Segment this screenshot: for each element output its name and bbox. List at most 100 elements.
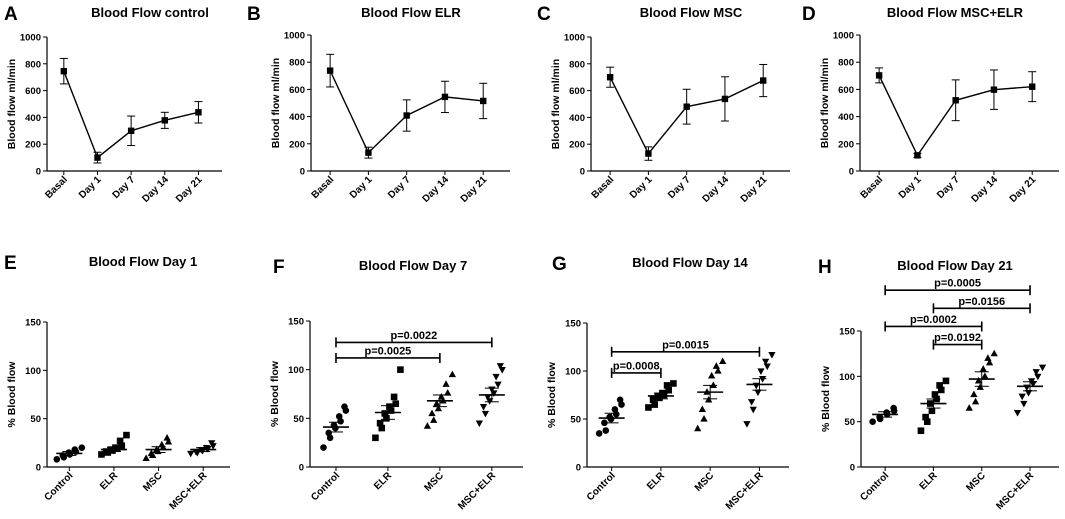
chart-title: Blood Flow MSC (640, 5, 743, 20)
y-tick-label: 150 (25, 318, 41, 329)
x-tick-label: Control (309, 470, 342, 503)
data-point (875, 72, 883, 79)
data-point (326, 67, 334, 74)
y-tick-label: 600 (838, 85, 854, 96)
x-tick-label: Day 1 (348, 174, 375, 201)
y-tick-label: 800 (838, 58, 854, 69)
data-point (747, 399, 756, 406)
panel-a: A Blood Flow control 0 200 400 600 800 1000 Bloo… (4, 4, 222, 205)
data-point (428, 409, 436, 417)
data-point (118, 442, 126, 450)
x-tick-label: Day 21 (739, 174, 770, 205)
data-point (423, 422, 432, 429)
y-tick-label: 200 (25, 140, 41, 151)
y-tick-label: 400 (25, 113, 41, 124)
data-point (971, 397, 980, 405)
x-tick-label: Day 14 (140, 174, 171, 205)
data-point (914, 152, 921, 159)
panel-label: F (273, 257, 285, 278)
data-point (611, 406, 619, 413)
data-point (749, 406, 757, 414)
chart-title: Blood Flow Day 7 (359, 258, 467, 273)
x-tick-label: Day 7 (386, 174, 413, 201)
x-tick-label: Day 1 (897, 174, 924, 201)
x-tick-label: ELR (98, 470, 120, 492)
data-point (434, 404, 443, 412)
x-tick-label: ELR (645, 470, 667, 492)
data-point (595, 430, 603, 437)
data-point (481, 410, 490, 418)
x-tick-label: MSC+ELR (456, 470, 498, 512)
data-point (761, 358, 770, 366)
panel-label: E (4, 253, 17, 274)
panel-e: E Blood Flow Day 1 0 50 100 150 % Blood flow Co… (4, 253, 230, 512)
y-tick-label: 50 (293, 414, 304, 425)
data-point (164, 437, 173, 445)
data-point (712, 362, 720, 369)
y-tick-label: 600 (289, 85, 305, 96)
y-tick-label: 800 (569, 59, 585, 70)
p-value-label: p=0.0022 (391, 330, 438, 342)
data-point (663, 382, 671, 389)
y-tick-label: 150 (839, 327, 855, 338)
x-tick-label: Day 21 (459, 174, 490, 205)
data-point (65, 449, 73, 456)
data-point (1020, 400, 1028, 408)
data-point (936, 382, 943, 389)
y-tick-label: 0 (576, 463, 581, 474)
data-point (403, 112, 410, 119)
data-point (378, 424, 386, 432)
data-point (606, 74, 614, 81)
x-tick-label: MSC (141, 470, 165, 494)
data-point (985, 358, 994, 366)
data-point (665, 386, 673, 394)
data-point (441, 93, 449, 101)
data-point (78, 444, 86, 451)
p-value-label: p=0.0015 (662, 339, 709, 351)
data-point (397, 366, 404, 373)
x-tick-label: MSC (964, 470, 988, 494)
data-point (768, 352, 776, 359)
y-tick-label: 0 (849, 167, 854, 178)
x-tick-label: Day 14 (700, 174, 731, 205)
chart-title: Blood Flow Day 14 (632, 255, 748, 270)
x-tick-label: Day 7 (935, 174, 962, 201)
data-point (387, 407, 395, 414)
data-point (390, 393, 398, 401)
y-tick-label: 200 (289, 139, 305, 150)
y-tick-label: 100 (839, 372, 855, 383)
y-axis-label: Blood flow ml/min (550, 59, 562, 149)
data-point (437, 392, 446, 400)
y-tick-label: 800 (289, 58, 305, 69)
panel-g: G Blood Flow Day 14 0 50 100 150 % Blood flow C… (546, 254, 789, 512)
x-tick-label: Day 1 (628, 174, 655, 201)
data-point (192, 448, 200, 456)
x-tick-label: Day 14 (969, 174, 1000, 205)
y-tick-label: 100 (565, 367, 581, 378)
data-point (708, 371, 716, 379)
data-point (123, 431, 130, 439)
y-tick-label: 600 (25, 86, 41, 97)
p-value-label: p=0.0005 (934, 278, 981, 290)
data-point (743, 421, 751, 428)
data-point (442, 380, 450, 387)
data-point (990, 349, 998, 357)
x-tick-label: Day 7 (666, 174, 693, 201)
data-point (974, 376, 983, 384)
panel-label: G (552, 254, 567, 275)
data-point (479, 404, 488, 411)
y-tick-label: 0 (299, 463, 304, 474)
data-point (341, 403, 348, 410)
panel-label: B (247, 4, 261, 25)
data-point (719, 357, 727, 365)
y-tick-label: 0 (300, 167, 305, 178)
data-point (381, 410, 389, 417)
y-tick-label: 100 (288, 365, 304, 376)
y-axis-label: % Blood flow (546, 361, 558, 428)
data-point (480, 97, 487, 105)
data-point (325, 429, 333, 437)
data-point (1018, 393, 1026, 401)
p-value-label: p=0.0156 (958, 296, 1005, 308)
data-point (163, 434, 171, 441)
